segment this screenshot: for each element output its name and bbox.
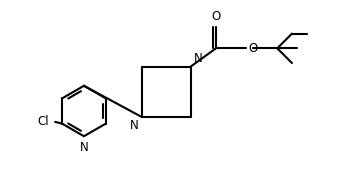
Text: O: O: [211, 10, 221, 23]
Text: N: N: [80, 141, 88, 154]
Text: Cl: Cl: [37, 115, 49, 128]
Text: O: O: [249, 42, 258, 55]
Text: N: N: [194, 52, 202, 65]
Text: N: N: [130, 119, 139, 132]
